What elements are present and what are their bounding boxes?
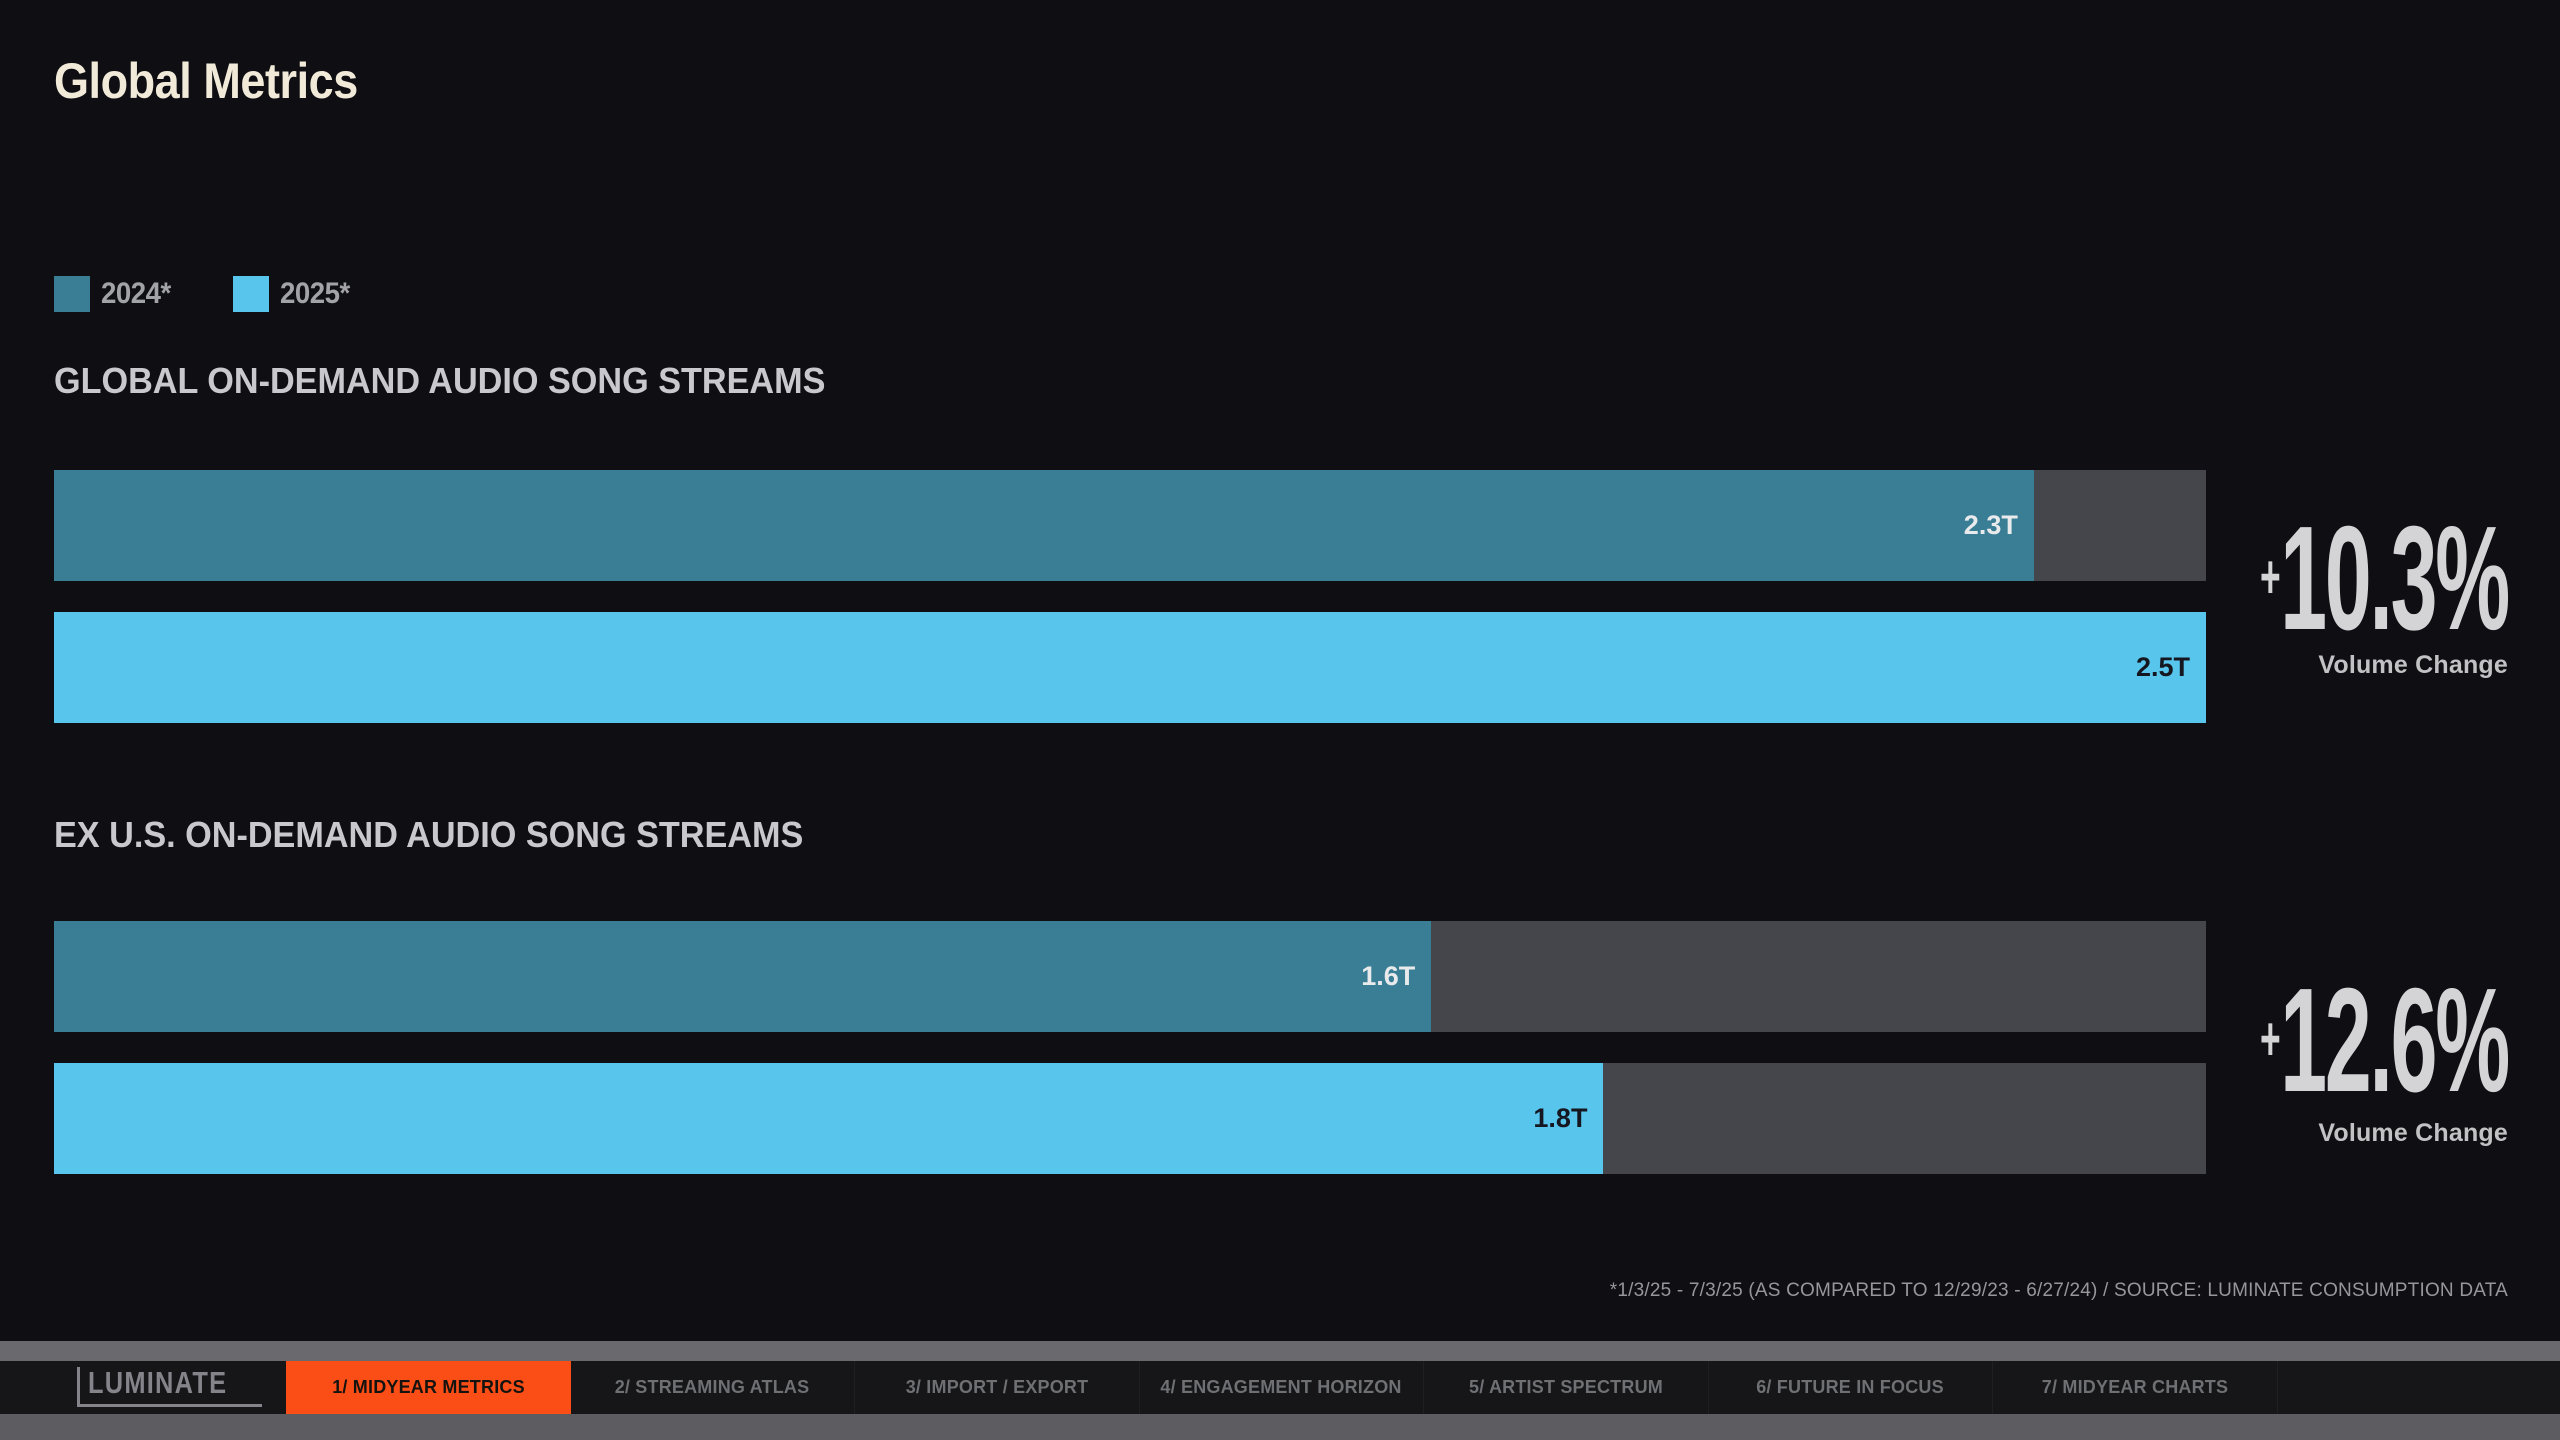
volume-change-caption-global: Volume Change <box>2318 651 2508 679</box>
volume-change-value-exus: +12.6% <box>2260 967 2510 1115</box>
bar-value-global-2024: 2.3T <box>1963 510 2018 540</box>
nav-tab-midyear-metrics[interactable]: 1/ MIDYEAR METRICS <box>286 1361 571 1414</box>
bottom-nav-band-shadow <box>0 1414 2560 1440</box>
section-heading-exus-streams: EX U.S. ON-DEMAND AUDIO SONG STREAMS <box>54 814 804 855</box>
nav-tab-future-in-focus[interactable]: 6/ FUTURE IN FOCUS <box>1708 1361 1993 1414</box>
bar-fill-exus-2024: 1.6T <box>54 921 1432 1032</box>
nav-tab-engagement-horizon[interactable]: 4/ ENGAGEMENT HORIZON <box>1139 1361 1424 1414</box>
bar-value-exus-2025: 1.8T <box>1533 1103 1588 1133</box>
bar-fill-exus-2025: 1.8T <box>54 1063 1604 1174</box>
bar-fill-global-2025: 2.5T <box>54 612 2206 723</box>
bar-fill-global-2024: 2.3T <box>54 470 2034 581</box>
footnote-source: *1/3/25 - 7/3/25 (AS COMPARED TO 12/29/2… <box>1609 1280 2508 1301</box>
bar-value-global-2025: 2.5T <box>2135 652 2190 682</box>
volume-change-value-global: +10.3% <box>2260 505 2510 653</box>
page-title: Global Metrics <box>54 53 358 109</box>
luminate-logo-text: LUMINATE <box>88 1365 228 1400</box>
legend-item-2024: 2024* <box>54 276 177 312</box>
nav-tab-midyear-charts[interactable]: 7/ MIDYEAR CHARTS <box>1993 1361 2278 1414</box>
bar-track-exus-2024: 1.6T <box>54 921 2206 1032</box>
legend-item-2025: 2025* <box>232 276 356 312</box>
bottom-nav-band: LUMINATE 1/ MIDYEAR METRICS 2/ STREAMING… <box>0 1341 2560 1440</box>
plus-sign-exus: + <box>2260 1004 2281 1074</box>
nav-tab-import-export[interactable]: 3/ IMPORT / EXPORT <box>855 1361 1140 1414</box>
bar-track-exus-2025: 1.8T <box>54 1063 2206 1174</box>
legend-label-2024: 2024* <box>101 277 171 310</box>
bar-value-exus-2024: 1.6T <box>1361 961 1416 991</box>
plus-sign-global: + <box>2260 542 2281 612</box>
bar-track-global-2025: 2.5T <box>54 612 2206 723</box>
volume-change-number-exus: 12.6% <box>2280 958 2510 1123</box>
legend-label-2025: 2025* <box>279 277 350 310</box>
legend: 2024* 2025* <box>54 276 356 312</box>
nav-tab-artist-spectrum[interactable]: 5/ ARTIST SPECTRUM <box>1424 1361 1709 1414</box>
legend-swatch-2025 <box>232 276 269 312</box>
volume-change-caption-exus: Volume Change <box>2318 1119 2508 1147</box>
bar-track-global-2024: 2.3T <box>54 470 2206 581</box>
volume-change-number-global: 10.3% <box>2280 496 2510 661</box>
nav-tab-streaming-atlas[interactable]: 2/ STREAMING ATLAS <box>570 1361 855 1414</box>
section-heading-global-streams: GLOBAL ON-DEMAND AUDIO SONG STREAMS <box>54 360 826 401</box>
luminate-logo[interactable]: LUMINATE <box>77 1365 262 1407</box>
legend-swatch-2024 <box>54 276 90 312</box>
